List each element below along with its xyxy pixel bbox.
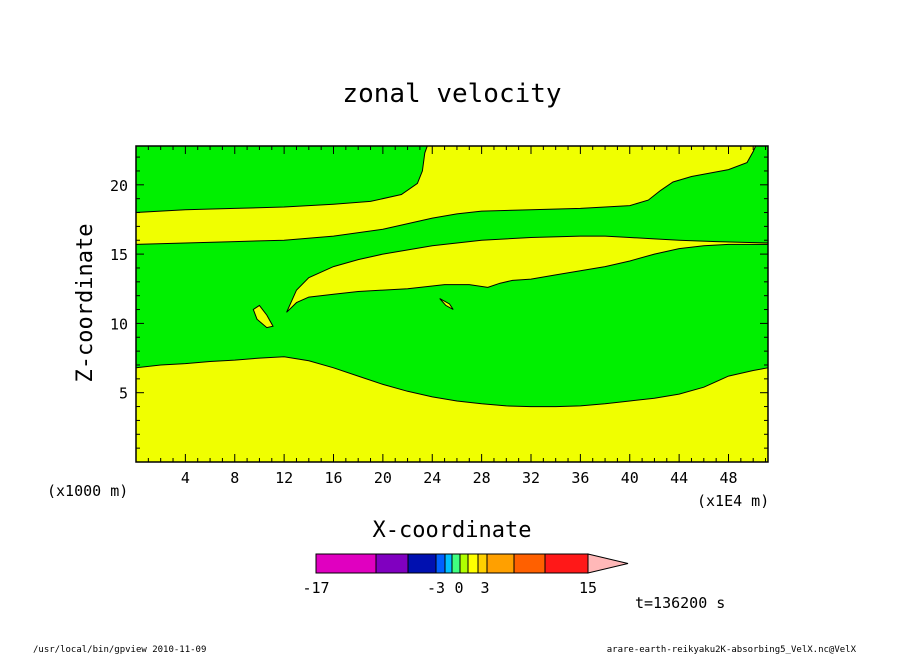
contour-region-5 <box>439 298 454 310</box>
contour-region-3 <box>286 235 769 313</box>
x-tick-label: 20 <box>374 469 392 487</box>
footer-right: arare-earth-reikyaku2K-absorbing5_VelX.n… <box>607 645 857 654</box>
time-label: t=136200 s <box>635 594 725 612</box>
colorbar-bin <box>544 553 589 574</box>
x-tick-label: 40 <box>621 469 639 487</box>
colorbar-bin <box>375 553 409 574</box>
footer-left: /usr/local/bin/gpview 2010-11-09 <box>33 645 206 654</box>
colorbar-label: 3 <box>480 579 489 597</box>
chart-title: zonal velocity <box>342 79 561 109</box>
colorbar-label: -17 <box>302 579 329 597</box>
y-tick-label: 10 <box>110 315 128 333</box>
colorbar-bin <box>315 553 377 574</box>
colorbar-bin <box>513 553 546 574</box>
plot-area <box>135 145 769 463</box>
x-tick-label: 36 <box>571 469 589 487</box>
colorbar-extension <box>587 553 629 574</box>
contour-region-2 <box>135 145 757 245</box>
colorbar-bin <box>435 553 446 574</box>
y-tick-label: 20 <box>110 177 128 195</box>
plot-frame <box>135 145 769 463</box>
colorbar-bin <box>477 553 488 574</box>
colorbar-bin <box>467 553 479 574</box>
x-tick-label: 8 <box>230 469 239 487</box>
colorbar-bin <box>459 553 469 574</box>
x-scale-note: (x1E4 m) <box>697 492 769 510</box>
x-tick-label: 28 <box>473 469 491 487</box>
colorbar-bin <box>451 553 461 574</box>
colorbar-label: -3 <box>427 579 445 597</box>
y-tick-label: 15 <box>110 246 128 264</box>
colorbar: -17 -3 0 3 15 <box>302 553 629 597</box>
colorbar-bin <box>444 553 453 574</box>
y-tick-label: 5 <box>119 385 128 403</box>
x-tick-label: 32 <box>522 469 540 487</box>
x-tick-label: 48 <box>719 469 737 487</box>
y-axis-label: Z-coordinate <box>73 224 98 383</box>
x-unit-note: (x1000 m) <box>47 482 128 500</box>
contour-region-4 <box>252 304 274 329</box>
x-axis-label: X-coordinate <box>373 518 532 543</box>
contour-region-1 <box>135 356 769 463</box>
x-tick-label: 16 <box>324 469 342 487</box>
colorbar-label: 15 <box>579 579 597 597</box>
x-tick-label: 12 <box>275 469 293 487</box>
colorbar-label: 0 <box>454 579 463 597</box>
x-tick-label: 4 <box>181 469 190 487</box>
colorbar-bin <box>407 553 437 574</box>
x-tick-label: 24 <box>423 469 441 487</box>
colorbar-bin <box>486 553 515 574</box>
x-tick-label: 44 <box>670 469 688 487</box>
